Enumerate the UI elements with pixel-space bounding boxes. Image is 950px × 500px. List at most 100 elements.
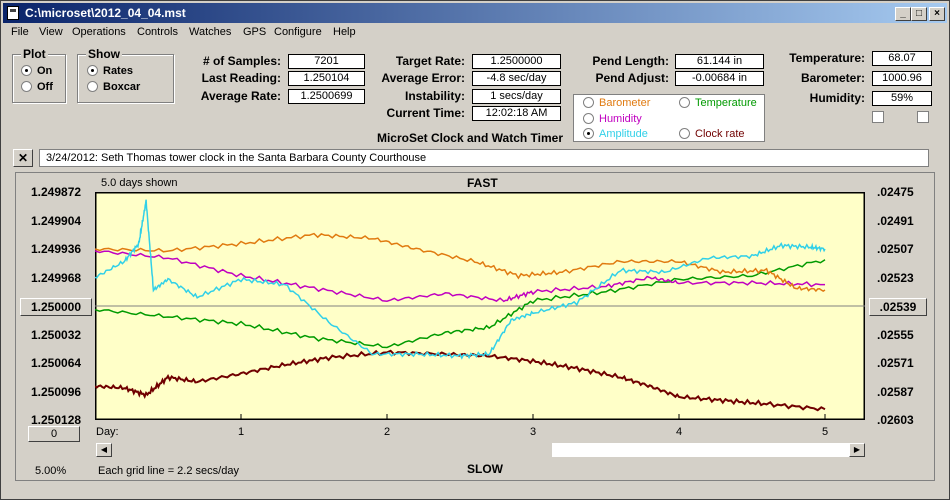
right-tick-label: .02507 [877,242,914,256]
average-error-value: -4.8 sec/day [472,71,561,86]
overlay-temperature-radio[interactable]: Temperature [679,97,757,109]
menu-configure[interactable]: Configure [274,26,322,38]
plot-group: Plot [12,47,66,103]
plot-off-radio[interactable]: Off [21,81,53,93]
close-button[interactable]: × [929,7,945,21]
overlay-humidity-radio[interactable]: Humidity [583,113,642,125]
average-rate-label: Average Rate: [200,89,281,103]
center-rate-button[interactable]: 1.250000 [20,298,92,316]
series-line-barometer [95,232,826,293]
show-group-title: Show [86,47,122,61]
left-tick-label: 1.250032 [31,327,82,342]
radio-dot-icon [583,128,594,139]
last-reading-label: Last Reading: [201,71,281,85]
radio-dot-icon [679,97,690,108]
horizontal-scrollbar[interactable]: ◀ ▶ [95,442,866,458]
overlay-clock-rate-radio[interactable]: Clock rate [679,128,745,140]
radio-dot-icon [21,65,32,76]
left-tick-label: 1.250096 [31,384,82,399]
current-time-label: Current Time: [386,106,465,120]
series-group [95,199,826,420]
plot-on-radio[interactable]: On [21,65,52,77]
temperature-label: Temperature: [789,51,865,65]
x-tick-label: 5 [822,426,829,438]
last-reading-value: 1.250104 [288,71,365,86]
menu-help[interactable]: Help [333,26,356,38]
samples-label: # of Samples: [202,54,281,68]
plot-group-title: Plot [21,47,48,61]
overlay-barometer-radio[interactable]: Barometer [583,97,650,109]
show-rates-label: Rates [103,65,133,77]
menu-watches[interactable]: Watches [189,26,232,38]
instability-value: 1 secs/day [472,89,561,104]
series-line-humidity [95,250,825,303]
menu-file[interactable]: File [11,26,29,38]
pend-length-label: Pend Length: [592,54,669,68]
days-shown-label: 5.0 days shown [101,177,178,189]
close-icon: ✕ [17,151,29,165]
left-tick-label: 1.249904 [31,213,82,228]
barometer-label: Barometer: [800,71,865,85]
overlay-amplitude-radio[interactable]: Amplitude [583,128,648,140]
right-tick-label: .02523 [877,270,914,285]
instability-label: Instability: [404,89,465,103]
radio-dot-icon [583,97,594,108]
show-rates-radio[interactable]: Rates [87,65,133,77]
menu-view[interactable]: View [39,26,63,38]
barometer-value: 1000.96 [872,71,932,86]
x-tick-label: 2 [384,426,391,438]
title-bar: C:\microset\2012_04_04.mst _ □ × [3,3,947,23]
right-tick-label: .02603 [877,413,914,427]
app-icon [7,6,19,20]
overlay-humidity-label: Humidity [599,113,642,125]
average-error-label: Average Error: [381,71,465,85]
show-boxcar-radio[interactable]: Boxcar [87,81,140,93]
plot-off-label: Off [37,81,53,93]
overlay-clock-rate-label: Clock rate [695,128,745,140]
series-line-temperature [95,259,826,349]
x-tick-label: 1 [238,426,245,438]
samples-value: 7201 [288,54,365,69]
chart-panel [15,172,935,481]
zero-offset-button[interactable]: 0 [28,426,80,442]
pend-adjust-value: -0.00684 in [675,71,764,86]
radio-dot-icon [87,65,98,76]
checkbox-right[interactable] [917,111,929,123]
left-tick-label: 1.249968 [31,270,82,285]
x-tick-label: 4 [676,426,683,438]
plot-on-label: On [37,65,53,77]
checkbox-left[interactable] [872,111,884,123]
note-field[interactable]: 3/24/2012: Seth Thomas tower clock in th… [39,149,929,167]
fast-label: FAST [467,176,498,190]
menu-controls[interactable]: Controls [137,26,178,38]
radio-dot-icon [679,128,690,139]
scroll-track[interactable] [112,443,552,457]
right-scale-button[interactable]: .02539 [869,298,927,316]
left-tick-label: 1.249936 [31,242,82,256]
target-rate-label: Target Rate: [395,54,465,68]
overlay-amplitude-label: Amplitude [599,128,648,140]
app-caption: MicroSet Clock and Watch Timer [376,131,563,145]
scroll-left-icon[interactable]: ◀ [96,443,112,457]
series-line-amplitude [95,199,826,360]
radio-dot-icon [87,81,98,92]
menu-operations[interactable]: Operations [72,26,126,38]
maximize-button[interactable]: □ [911,7,927,21]
overlay-selector [573,94,765,142]
window-title: C:\microset\2012_04_04.mst [25,6,186,20]
slow-label: SLOW [467,462,503,476]
scroll-right-icon[interactable]: ▶ [849,443,865,457]
minimize-button[interactable]: _ [895,7,911,21]
x-tick-label: 3 [530,426,537,438]
menu-bar: File View Operations Controls Watches GP… [3,24,947,42]
temperature-value: 68.07 [872,51,932,66]
rate-chart [95,192,865,420]
menu-gps[interactable]: GPS [243,26,267,38]
right-tick-label: .02475 [877,185,914,199]
day-axis-label: Day: [96,426,119,438]
clear-note-button[interactable]: ✕ [13,149,33,167]
current-time-value: 12:02:18 AM [472,106,561,121]
pend-adjust-label: Pend Adjust: [595,71,669,85]
series-line-clock-rate [95,349,826,412]
